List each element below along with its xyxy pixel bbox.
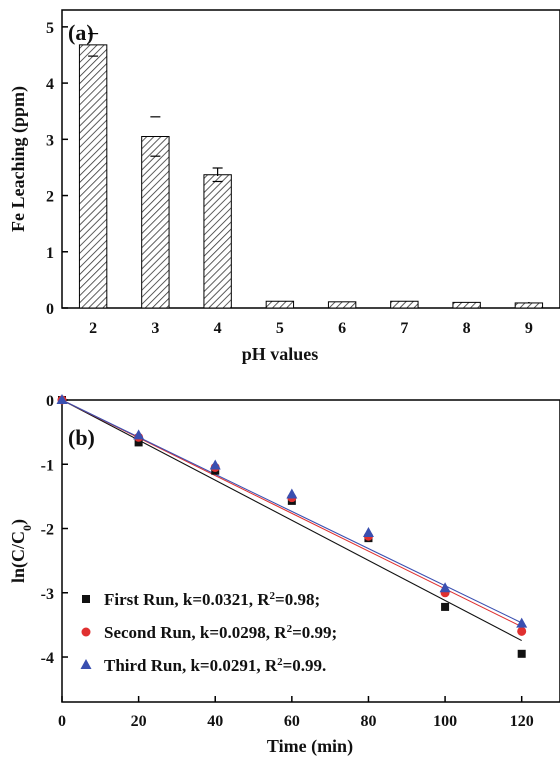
panel-label-b: (b) bbox=[68, 425, 95, 450]
x-tick-label-b: 0 bbox=[58, 713, 66, 730]
bar bbox=[265, 300, 295, 309]
data-point-triangle bbox=[80, 659, 92, 669]
y-tick-label-a: 2 bbox=[46, 189, 54, 206]
x-tick-label-a: 5 bbox=[276, 320, 284, 337]
y-tick-label-a: 3 bbox=[46, 132, 54, 149]
bar bbox=[141, 136, 170, 309]
x-tick-label-b: 20 bbox=[131, 713, 147, 730]
x-tick-label-a: 8 bbox=[463, 320, 471, 337]
data-point-square bbox=[82, 595, 90, 603]
x-tick-label-a: 4 bbox=[214, 320, 222, 337]
data-point-triangle bbox=[286, 488, 298, 499]
y-tick-label-b: -4 bbox=[41, 650, 54, 667]
y-tick-label-b: -2 bbox=[41, 522, 54, 539]
bar bbox=[203, 174, 232, 309]
panel-label-a: (a) bbox=[68, 20, 94, 45]
x-tick-label-b: 40 bbox=[207, 713, 223, 730]
data-point-triangle bbox=[209, 459, 221, 470]
chart-a: (a) 0 1 2 3 4 5 2 3 4 5 6 7 8 9 pH values Fe Leachin… bbox=[8, 9, 560, 364]
y-tick-label-a: 4 bbox=[46, 76, 54, 93]
x-axis-title-a: pH values bbox=[242, 344, 319, 364]
data-point-circle bbox=[517, 626, 527, 636]
y-axis-title-a: Fe Leaching (ppm) bbox=[8, 86, 29, 232]
y-tick-label-b: -1 bbox=[41, 457, 54, 474]
legend-entry: First Run, k=0.0321, R2=0.98; bbox=[104, 590, 320, 609]
x-tick-label-b: 80 bbox=[360, 713, 376, 730]
y-tick-label-a: 1 bbox=[46, 245, 54, 262]
data-point-triangle bbox=[362, 527, 374, 538]
chart-b: (b) 0 -1 -2 -3 -4 0 20 40 60 80 100 120 First Run,… bbox=[8, 393, 560, 757]
x-tick-label-a: 2 bbox=[89, 320, 97, 337]
x-tick-label-a: 6 bbox=[338, 320, 346, 337]
legend-entry: Third Run, k=0.0291, R2=0.99. bbox=[104, 656, 326, 675]
bar bbox=[452, 301, 481, 309]
bar bbox=[327, 301, 357, 309]
data-point-circle bbox=[81, 627, 91, 637]
plot-frame-b bbox=[61, 399, 560, 703]
x-tick-label-a: 9 bbox=[525, 320, 533, 337]
x-tick-label-b: 100 bbox=[433, 713, 457, 730]
data-point-triangle bbox=[439, 582, 451, 593]
plot-frame-a bbox=[61, 9, 560, 309]
bar bbox=[514, 302, 544, 309]
x-tick-label-b: 60 bbox=[284, 713, 300, 730]
x-tick-label-b: 120 bbox=[510, 713, 534, 730]
y-tick-label-b: 0 bbox=[46, 393, 54, 410]
x-tick-label-a: 3 bbox=[151, 320, 159, 337]
y-axis-title-b: ln(C/C0) bbox=[8, 519, 34, 583]
bar bbox=[390, 300, 419, 309]
data-point-triangle bbox=[133, 429, 145, 440]
data-point-triangle bbox=[516, 617, 528, 628]
data-point-square bbox=[134, 438, 143, 447]
y-tick-label-a: 5 bbox=[46, 20, 54, 37]
bar bbox=[78, 44, 108, 309]
legend-entry: Second Run, k=0.0298, R2=0.99; bbox=[104, 623, 337, 642]
y-tick-label-b: -3 bbox=[41, 586, 54, 603]
y-tick-label-a: 0 bbox=[46, 301, 54, 318]
x-axis-title-b: Time (min) bbox=[267, 736, 353, 757]
x-tick-label-a: 7 bbox=[400, 320, 408, 337]
data-point-square bbox=[441, 602, 450, 611]
data-point-triangle bbox=[56, 394, 68, 404]
data-point-square bbox=[517, 649, 526, 658]
